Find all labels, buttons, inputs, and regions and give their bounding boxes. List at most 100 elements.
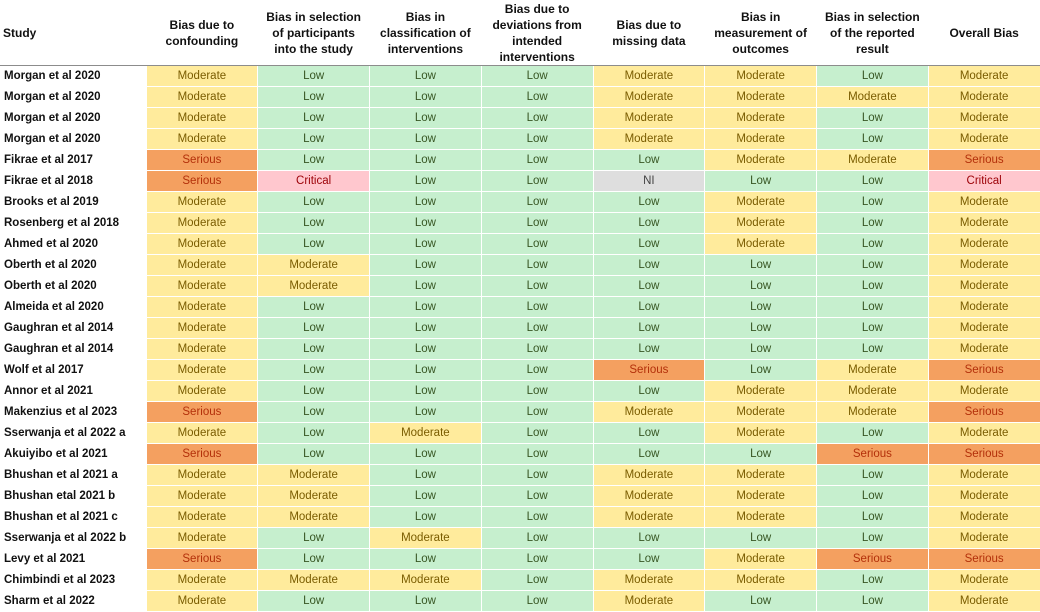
rating-cell-deviations-interventions[interactable]: Low — [481, 443, 594, 465]
rating-cell-deviations-interventions[interactable]: Low — [481, 338, 594, 360]
rating-cell-missing-data[interactable]: Moderate — [593, 86, 706, 108]
rating-cell-classification-interventions[interactable]: Low — [369, 128, 482, 150]
rating-cell-missing-data[interactable]: Low — [593, 443, 706, 465]
rating-cell-missing-data[interactable]: Moderate — [593, 401, 706, 423]
rating-cell-selection-participants[interactable]: Low — [257, 527, 370, 549]
rating-cell-selection-reported-result[interactable]: Low — [816, 191, 929, 213]
rating-cell-measurement-outcomes[interactable]: Low — [704, 275, 817, 297]
rating-cell-missing-data[interactable]: Moderate — [593, 65, 706, 87]
study-name-cell[interactable]: Gaughran et al 2014 — [0, 317, 147, 339]
rating-cell-missing-data[interactable]: Low — [593, 527, 706, 549]
rating-cell-overall-bias[interactable]: Moderate — [928, 233, 1040, 255]
header-measurement-outcomes[interactable]: Bias in measurement of outcomes — [704, 0, 817, 66]
rating-cell-measurement-outcomes[interactable]: Moderate — [704, 548, 817, 570]
rating-cell-missing-data[interactable]: Low — [593, 275, 706, 297]
study-name-cell[interactable]: Sharm et al 2022 — [0, 590, 147, 612]
rating-cell-measurement-outcomes[interactable]: Moderate — [704, 107, 817, 129]
rating-cell-selection-reported-result[interactable]: Low — [816, 590, 929, 612]
study-name-cell[interactable]: Almeida et al 2020 — [0, 296, 147, 318]
rating-cell-selection-participants[interactable]: Low — [257, 401, 370, 423]
rating-cell-selection-reported-result[interactable]: Low — [816, 170, 929, 192]
rating-cell-selection-reported-result[interactable]: Low — [816, 527, 929, 549]
rating-cell-overall-bias[interactable]: Moderate — [928, 128, 1040, 150]
rating-cell-classification-interventions[interactable]: Low — [369, 338, 482, 360]
rating-cell-missing-data[interactable]: Low — [593, 149, 706, 171]
rating-cell-classification-interventions[interactable]: Moderate — [369, 527, 482, 549]
rating-cell-overall-bias[interactable]: Serious — [928, 359, 1040, 381]
study-name-cell[interactable]: Morgan et al 2020 — [0, 86, 147, 108]
rating-cell-overall-bias[interactable]: Moderate — [928, 191, 1040, 213]
rating-cell-measurement-outcomes[interactable]: Moderate — [704, 506, 817, 528]
rating-cell-overall-bias[interactable]: Moderate — [928, 485, 1040, 507]
rating-cell-deviations-interventions[interactable]: Low — [481, 254, 594, 276]
rating-cell-selection-participants[interactable]: Low — [257, 317, 370, 339]
rating-cell-selection-participants[interactable]: Moderate — [257, 569, 370, 591]
rating-cell-measurement-outcomes[interactable]: Moderate — [704, 401, 817, 423]
rating-cell-selection-participants[interactable]: Low — [257, 212, 370, 234]
rating-cell-selection-reported-result[interactable]: Low — [816, 506, 929, 528]
header-deviations-interventions[interactable]: Bias due to deviations from intended int… — [481, 0, 593, 66]
rating-cell-missing-data[interactable]: Moderate — [593, 464, 706, 486]
table-row[interactable]: Fikrae et al 2017 Serious Low Low Low Low Mode… — [0, 149, 1040, 171]
rating-cell-confounding[interactable]: Moderate — [146, 107, 259, 129]
rating-cell-confounding[interactable]: Serious — [146, 149, 259, 171]
header-classification-interventions[interactable]: Bias in classification of interventions — [369, 0, 482, 66]
rating-cell-deviations-interventions[interactable]: Low — [481, 401, 594, 423]
rating-cell-deviations-interventions[interactable]: Low — [481, 170, 594, 192]
rating-cell-overall-bias[interactable]: Critical — [928, 170, 1040, 192]
study-name-cell[interactable]: Bhushan et al 2021 a — [0, 464, 147, 486]
rating-cell-missing-data[interactable]: NI — [593, 170, 706, 192]
rating-cell-selection-participants[interactable]: Low — [257, 107, 370, 129]
rating-cell-confounding[interactable]: Moderate — [146, 590, 259, 612]
rating-cell-confounding[interactable]: Moderate — [146, 317, 259, 339]
rating-cell-selection-reported-result[interactable]: Low — [816, 65, 929, 87]
rating-cell-selection-reported-result[interactable]: Low — [816, 107, 929, 129]
rating-cell-selection-reported-result[interactable]: Serious — [816, 443, 929, 465]
rating-cell-selection-reported-result[interactable]: Low — [816, 212, 929, 234]
rating-cell-confounding[interactable]: Moderate — [146, 422, 259, 444]
rating-cell-overall-bias[interactable]: Moderate — [928, 86, 1040, 108]
rating-cell-selection-participants[interactable]: Moderate — [257, 485, 370, 507]
rating-cell-measurement-outcomes[interactable]: Low — [704, 443, 817, 465]
rating-cell-selection-participants[interactable]: Low — [257, 128, 370, 150]
rating-cell-selection-reported-result[interactable]: Low — [816, 233, 929, 255]
rating-cell-measurement-outcomes[interactable]: Moderate — [704, 422, 817, 444]
rating-cell-classification-interventions[interactable]: Low — [369, 485, 482, 507]
rating-cell-classification-interventions[interactable]: Low — [369, 380, 482, 402]
rating-cell-classification-interventions[interactable]: Low — [369, 296, 482, 318]
rating-cell-deviations-interventions[interactable]: Low — [481, 485, 594, 507]
study-name-cell[interactable]: Wolf et al 2017 — [0, 359, 147, 381]
rating-cell-overall-bias[interactable]: Moderate — [928, 296, 1040, 318]
rating-cell-measurement-outcomes[interactable]: Moderate — [704, 464, 817, 486]
rating-cell-classification-interventions[interactable]: Low — [369, 86, 482, 108]
rating-cell-overall-bias[interactable]: Serious — [928, 149, 1040, 171]
study-name-cell[interactable]: Ahmed et al 2020 — [0, 233, 147, 255]
study-name-cell[interactable]: Fikrae et al 2017 — [0, 149, 147, 171]
rating-cell-classification-interventions[interactable]: Low — [369, 401, 482, 423]
rating-cell-classification-interventions[interactable]: Low — [369, 590, 482, 612]
rating-cell-missing-data[interactable]: Low — [593, 548, 706, 570]
rating-cell-confounding[interactable]: Serious — [146, 170, 259, 192]
table-row[interactable]: Chimbindi et al 2023 Moderate Moderate Mode… — [0, 569, 1040, 591]
rating-cell-overall-bias[interactable]: Moderate — [928, 464, 1040, 486]
rating-cell-selection-participants[interactable]: Low — [257, 359, 370, 381]
rating-cell-missing-data[interactable]: Low — [593, 254, 706, 276]
study-name-cell[interactable]: Annor et al 2021 — [0, 380, 147, 402]
study-name-cell[interactable]: Oberth et al 2020 — [0, 275, 147, 297]
rating-cell-deviations-interventions[interactable]: Low — [481, 65, 594, 87]
rating-cell-selection-participants[interactable]: Low — [257, 590, 370, 612]
table-row[interactable]: Oberth et al 2020 Moderate Moderate Low Low L… — [0, 254, 1040, 276]
study-name-cell[interactable]: Sserwanja et al 2022 a — [0, 422, 147, 444]
rating-cell-measurement-outcomes[interactable]: Low — [704, 317, 817, 339]
study-name-cell[interactable]: Rosenberg et al 2018 — [0, 212, 147, 234]
table-row[interactable]: Gaughran et al 2014 Moderate Low Low Low Low L… — [0, 317, 1040, 339]
rating-cell-selection-reported-result[interactable]: Low — [816, 296, 929, 318]
rating-cell-selection-reported-result[interactable]: Low — [816, 464, 929, 486]
header-confounding[interactable]: Bias due to confounding — [146, 0, 258, 66]
rating-cell-overall-bias[interactable]: Moderate — [928, 506, 1040, 528]
rating-cell-classification-interventions[interactable]: Low — [369, 149, 482, 171]
rating-cell-selection-reported-result[interactable]: Low — [816, 317, 929, 339]
rating-cell-selection-participants[interactable]: Moderate — [257, 464, 370, 486]
rating-cell-confounding[interactable]: Moderate — [146, 254, 259, 276]
study-name-cell[interactable]: Bhushan et al 2021 c — [0, 506, 147, 528]
